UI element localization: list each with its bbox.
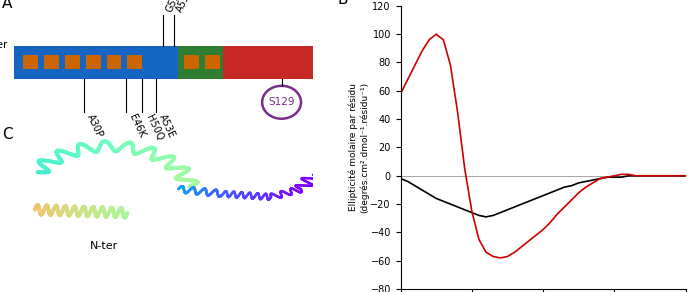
Y-axis label: Ellipticité molaire par résidu
(degrés.cm².dmol⁻¹.résidu⁻¹): Ellipticité molaire par résidu (degrés.c… xyxy=(349,82,369,213)
Text: A: A xyxy=(2,0,12,11)
Text: S129: S129 xyxy=(268,97,295,107)
Text: A30P: A30P xyxy=(85,113,105,140)
Text: B: B xyxy=(338,0,349,7)
Text: G51D: G51D xyxy=(165,0,185,14)
Bar xyxy=(223,46,313,79)
Bar xyxy=(185,55,199,69)
Text: H50Q: H50Q xyxy=(143,113,164,142)
Bar xyxy=(14,46,178,79)
Text: A53T: A53T xyxy=(175,0,194,14)
Bar xyxy=(178,46,223,79)
Bar xyxy=(205,55,220,69)
Text: N-ter: N-ter xyxy=(90,241,118,251)
Bar xyxy=(65,55,80,69)
Text: N-ter: N-ter xyxy=(0,40,8,50)
Bar xyxy=(85,55,101,69)
Bar xyxy=(127,55,143,69)
Bar xyxy=(43,55,59,69)
Text: A53E: A53E xyxy=(157,113,177,140)
Text: E46K: E46K xyxy=(127,113,147,140)
Bar xyxy=(107,55,121,69)
Text: C: C xyxy=(2,127,12,142)
Bar xyxy=(23,55,38,69)
